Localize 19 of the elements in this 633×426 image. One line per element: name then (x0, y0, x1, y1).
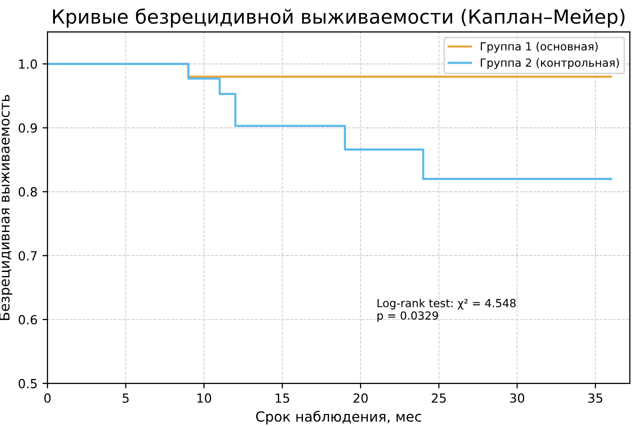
x-tick-label: 20 (354, 393, 368, 403)
legend-label: Группа 2 (контрольная) (480, 58, 619, 70)
chart-title: Кривые безрецидивной выживаемости (Каплан–Мейер) (53, 8, 624, 28)
x-tick-label: 30 (510, 393, 524, 403)
x-tick-label: 0 (44, 393, 51, 403)
y-tick-label: 0.8 (18, 187, 37, 197)
y-tick-label: 0.9 (18, 123, 37, 133)
x-tick-label: 5 (122, 394, 129, 403)
legend-label: Группа 1 (основная) (480, 42, 598, 53)
x-tick-label: 15 (276, 394, 290, 403)
y-tick-label: 0.7 (18, 251, 37, 261)
x-tick-label: 35 (588, 393, 602, 403)
y-tick-label: 0.5 (18, 378, 37, 388)
y-tick-label: 0.6 (18, 314, 37, 324)
annotation: Log-rank test: χ² = 4.548 p = 0.0329 (378, 298, 516, 322)
x-tick-label: 25 (432, 393, 446, 403)
x-tick-label: 10 (197, 393, 212, 403)
x-axis-title: Срок наблюдения, мес (256, 410, 422, 424)
y-tick-label: 1.0 (19, 59, 37, 69)
